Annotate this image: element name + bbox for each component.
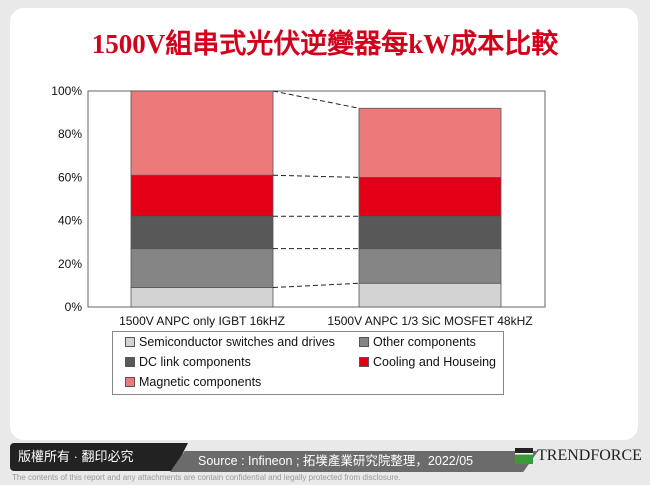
legend-swatch [125, 337, 135, 347]
bar-segment [358, 176, 502, 217]
brand-logo: TRENDFORCE [515, 447, 642, 465]
bar-segment [358, 215, 502, 250]
legend-item: Other components [359, 335, 476, 349]
bar-segment [130, 174, 274, 217]
legend-swatch [359, 337, 369, 347]
x-tick-label: 1500V ANPC 1/3 SiC MOSFET 48kHZ [327, 314, 532, 328]
bar-segment [130, 287, 274, 308]
x-tick-label: 1500V ANPC only IGBT 16kHZ [119, 314, 285, 328]
legend-label: Magnetic components [139, 375, 262, 389]
legend-item: Magnetic components [125, 375, 261, 389]
trendforce-icon [515, 448, 533, 464]
y-tick-label: 100% [51, 84, 82, 98]
legend-label: Semiconductor switches and drives [139, 335, 335, 349]
bar-segment [130, 215, 274, 250]
y-tick-label: 60% [58, 170, 82, 184]
bar-segment [130, 248, 274, 288]
legend: Semiconductor switches and drives Other c… [112, 331, 504, 395]
connector-line [272, 90, 360, 109]
bar-segment [358, 107, 502, 178]
legend-swatch [125, 357, 135, 367]
bar-segment [358, 282, 502, 308]
connector-line [272, 282, 360, 289]
connector-line [272, 174, 360, 178]
y-tick-label: 0% [65, 300, 83, 314]
bar-segment [130, 90, 274, 176]
bar-segment [358, 248, 502, 284]
legend-item: Semiconductor switches and drives [125, 335, 335, 349]
legend-swatch [359, 357, 369, 367]
y-tick-label: 80% [58, 127, 82, 141]
legend-label: DC link components [139, 355, 251, 369]
legend-item: DC link components [125, 355, 251, 369]
legend-label: Cooling and Houseing [373, 355, 497, 369]
source: Source : Infineon ; 拓墣產業研究院整理，2022/05 [170, 451, 538, 472]
page-title: 1500V組串式光伏逆變器每kW成本比較 [91, 29, 559, 59]
y-tick-label: 40% [58, 214, 82, 228]
legend-item: Cooling and Houseing [359, 355, 496, 369]
disclaimer: The contents of this report and any atta… [12, 473, 401, 482]
y-tick-label: 20% [58, 257, 82, 271]
legend-label: Other components [373, 335, 476, 349]
legend-swatch [125, 377, 135, 387]
copyright: 版權所有 · 翻印必究 [10, 443, 188, 471]
plot-area [87, 90, 546, 308]
stacked-bar-chart: 0% 20% 40% 60% 80% 100% 1500V ANPC only IGBT 1… [51, 84, 546, 328]
